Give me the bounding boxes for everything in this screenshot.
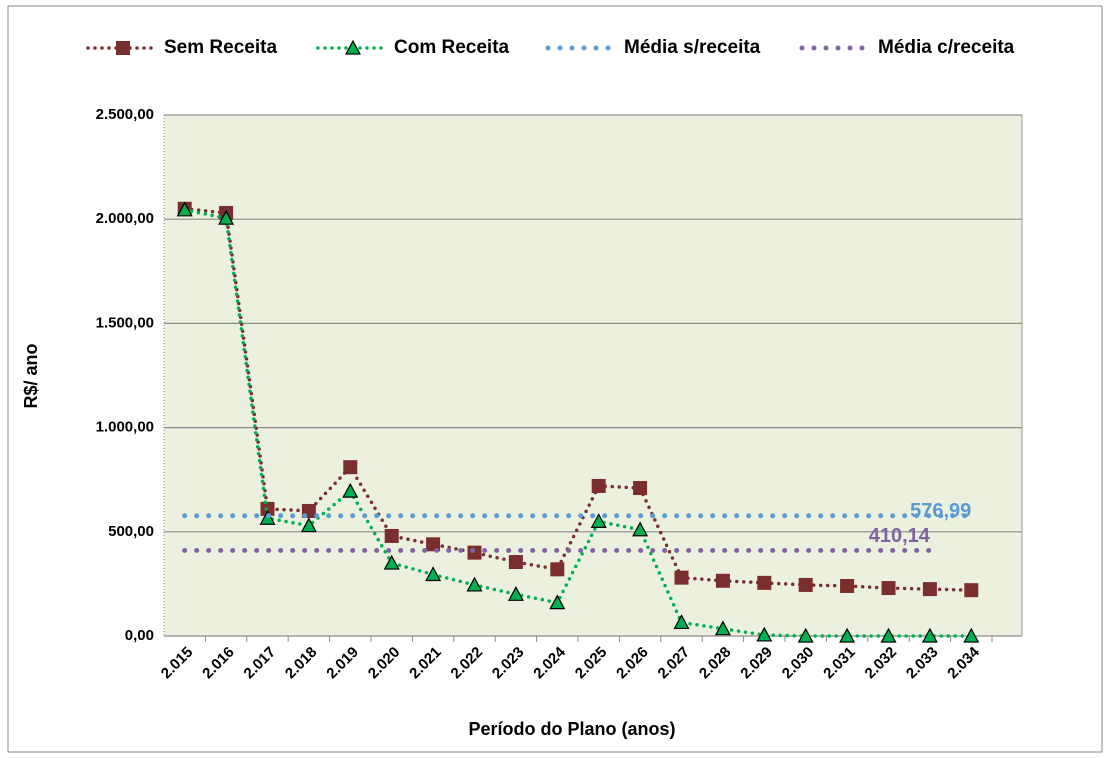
marker	[757, 575, 772, 590]
marker	[881, 581, 896, 596]
legend-label: Sem Receita	[164, 37, 277, 58]
marker	[300, 517, 317, 533]
value-label: 410,14	[869, 525, 931, 547]
marker	[674, 570, 689, 585]
y-tick-label: 1.500,00	[96, 314, 154, 331]
value-label: 576,99	[910, 500, 971, 522]
marker	[964, 583, 979, 598]
y-tick-label: 2.000,00	[96, 210, 154, 227]
marker	[798, 577, 813, 592]
marker	[342, 482, 359, 498]
marker	[466, 576, 483, 592]
marker	[840, 578, 855, 593]
marker	[218, 209, 235, 225]
marker	[590, 513, 607, 528]
marker	[343, 460, 358, 475]
y-tick-label: 1.000,00	[96, 419, 154, 436]
marker	[715, 573, 730, 588]
marker	[921, 627, 938, 643]
x-axis-label: Período do Plano (anos)	[468, 719, 675, 739]
marker	[508, 555, 523, 570]
legend-label: Com Receita	[394, 37, 510, 58]
marker	[756, 626, 773, 642]
y-axis-label: R$/ ano	[21, 343, 41, 408]
marker	[384, 528, 399, 543]
marker	[467, 545, 482, 560]
marker	[425, 566, 442, 582]
marker	[176, 201, 193, 217]
y-tick-label: 2.500,00	[96, 106, 154, 123]
marker	[591, 478, 606, 493]
marker	[632, 521, 649, 537]
y-tick-label: 0,00	[125, 627, 154, 644]
marker	[550, 562, 565, 577]
y-tick-label: 500,00	[108, 523, 154, 540]
marker	[714, 620, 731, 636]
marker	[839, 627, 856, 643]
marker	[633, 481, 648, 496]
marker	[673, 614, 690, 630]
marker	[963, 627, 980, 643]
legend-marker	[116, 41, 130, 55]
marker	[797, 627, 814, 643]
legend-label: Média s/receita	[624, 37, 761, 58]
legend-marker	[344, 39, 362, 55]
marker	[383, 554, 400, 570]
marker	[922, 582, 937, 597]
marker	[880, 627, 897, 643]
plot-area	[164, 115, 1022, 636]
marker	[507, 586, 524, 601]
legend-label: Média c/receita	[878, 37, 1015, 58]
marker	[426, 537, 441, 552]
marker	[549, 594, 566, 610]
